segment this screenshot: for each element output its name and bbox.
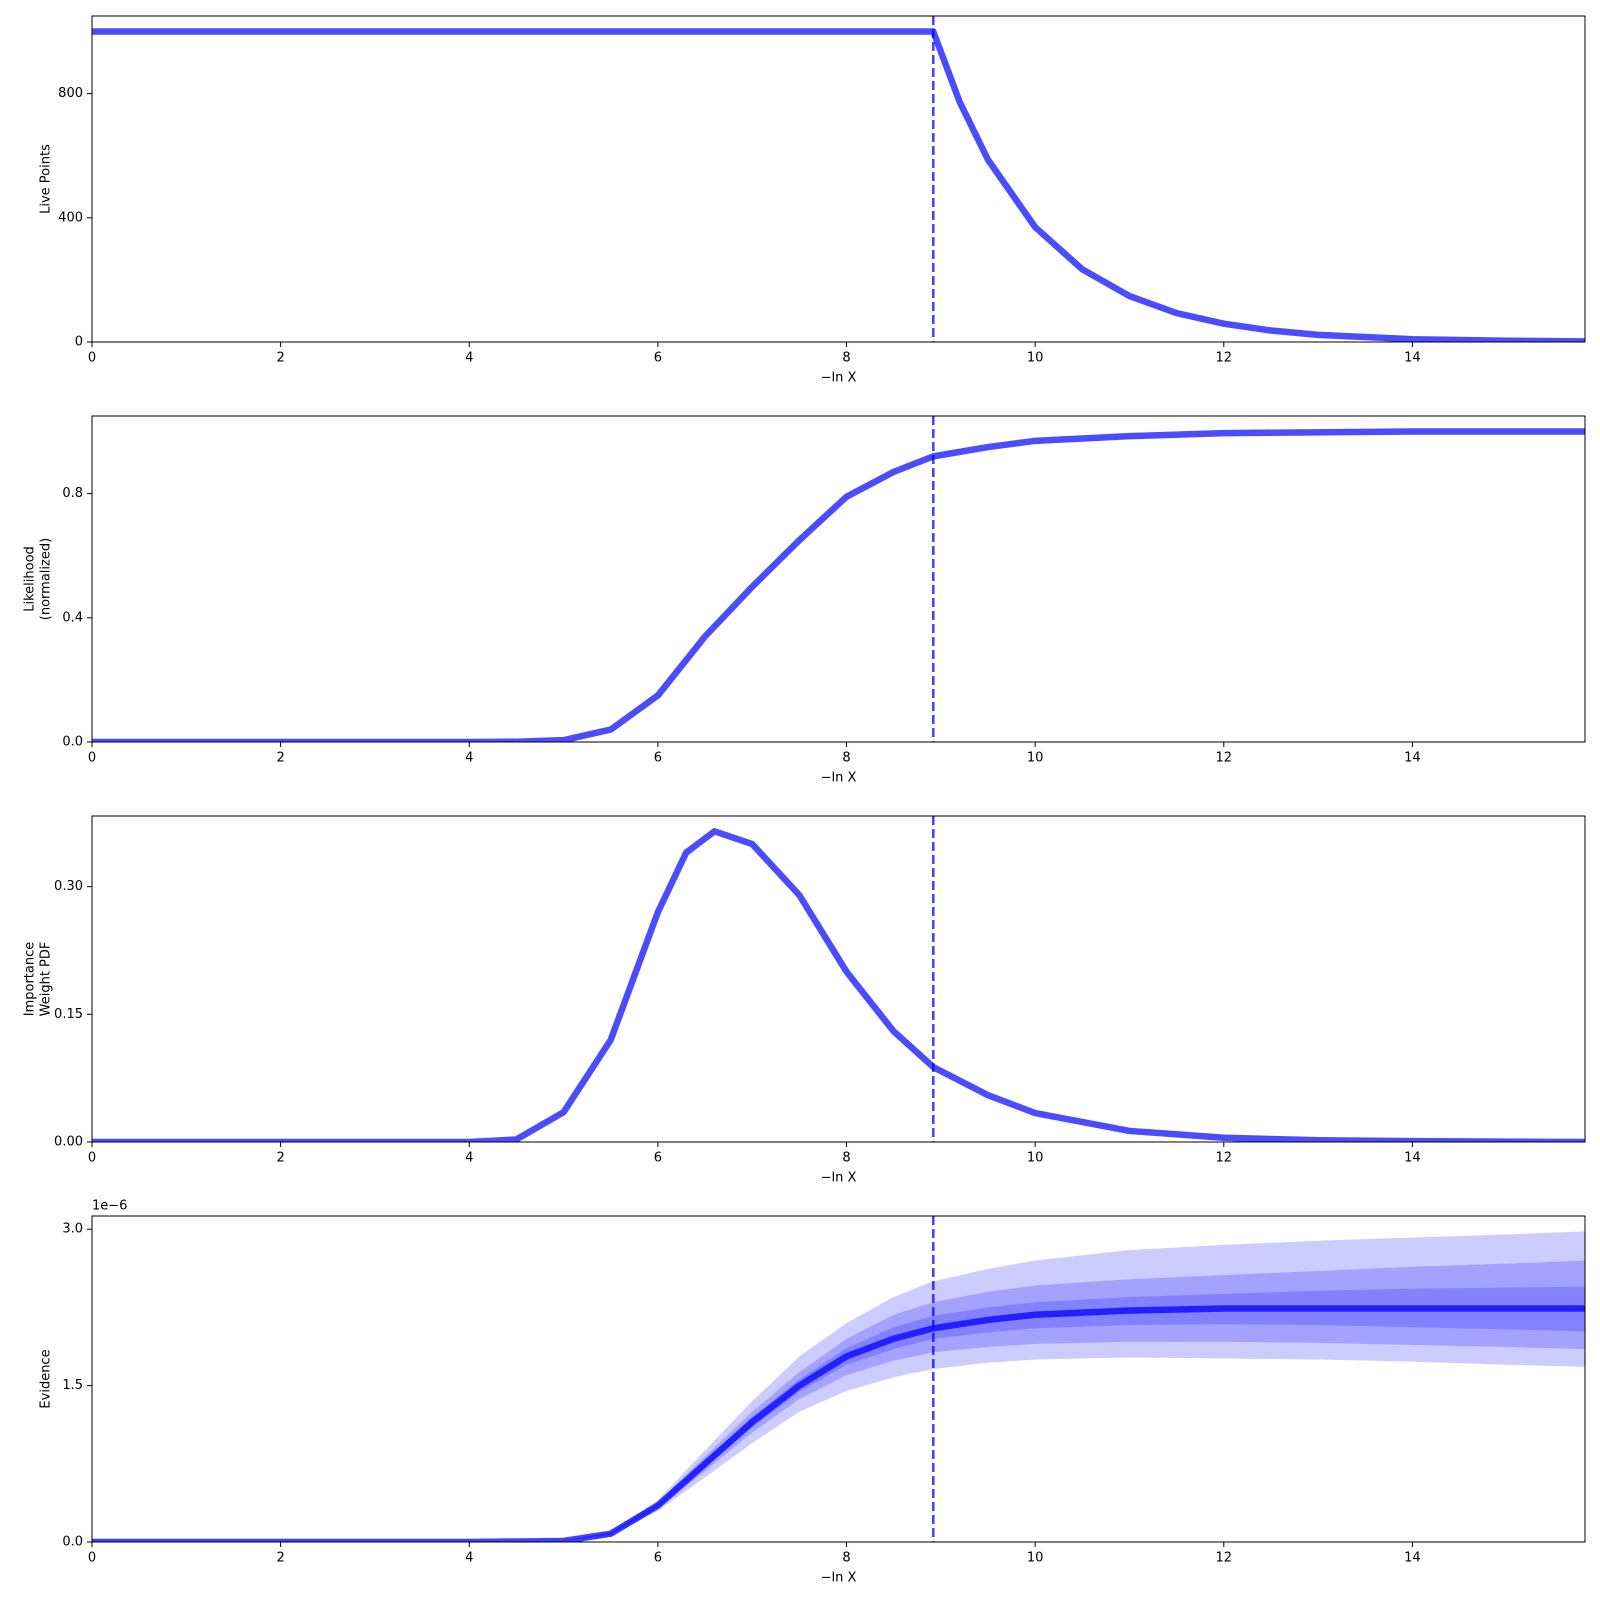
- x-tick-label: 2: [276, 751, 284, 766]
- offset-label: 1e−6: [92, 1199, 127, 1214]
- x-tick-label: 4: [465, 1151, 473, 1166]
- x-tick-label: 0: [88, 1151, 96, 1166]
- axes-frame: [91, 415, 1586, 743]
- y-tick-label: 1.5: [62, 1378, 83, 1393]
- y-axis-label: Importance: [23, 942, 38, 1017]
- credible-band: [92, 1260, 1585, 1542]
- x-tick-label: 4: [465, 1551, 473, 1566]
- x-tick-label: 0: [88, 351, 96, 366]
- credible-band: [92, 1286, 1585, 1542]
- x-tick-label: 8: [842, 1551, 850, 1566]
- x-tick-label: 2: [276, 351, 284, 366]
- x-tick-label: 10: [1027, 751, 1044, 766]
- y-axis-label: Evidence: [39, 1349, 54, 1408]
- x-tick-label: 14: [1404, 351, 1421, 366]
- axes-frame: [91, 1215, 1586, 1543]
- data-line: [92, 28, 1585, 342]
- y-tick-label: 0.4: [62, 610, 83, 625]
- x-tick-label: 4: [465, 751, 473, 766]
- y-tick-label: 0.30: [54, 879, 83, 894]
- y-axis-label: (normalized): [39, 538, 54, 620]
- y-tick-label: 0.0: [62, 1535, 83, 1550]
- x-axis-label: −ln X: [821, 1571, 857, 1586]
- x-tick-label: 10: [1027, 1151, 1044, 1166]
- x-axis-label: −ln X: [821, 1171, 857, 1186]
- y-tick-label: 400: [58, 210, 83, 225]
- x-tick-label: 2: [276, 1151, 284, 1166]
- x-tick-label: 14: [1404, 751, 1421, 766]
- x-tick-label: 14: [1404, 1151, 1421, 1166]
- x-axis-label: −ln X: [821, 371, 857, 386]
- x-tick-label: 8: [842, 351, 850, 366]
- axes-frame: [91, 15, 1586, 343]
- x-tick-label: 12: [1216, 1151, 1233, 1166]
- y-tick-label: 0.8: [62, 486, 83, 501]
- x-tick-label: 6: [654, 751, 662, 766]
- y-tick-label: 0.15: [54, 1007, 83, 1022]
- x-tick-label: 6: [654, 351, 662, 366]
- x-tick-label: 8: [842, 751, 850, 766]
- y-axis-label: Likelihood: [23, 546, 38, 612]
- x-tick-label: 0: [88, 751, 96, 766]
- y-axis-label: Weight PDF: [39, 942, 54, 1017]
- x-tick-label: 6: [654, 1551, 662, 1566]
- y-tick-label: 800: [58, 86, 83, 101]
- y-tick-label: 0.0: [62, 735, 83, 750]
- x-tick-label: 12: [1216, 751, 1233, 766]
- x-tick-label: 10: [1027, 351, 1044, 366]
- x-axis-label: −ln X: [821, 771, 857, 786]
- y-tick-label: 0: [75, 335, 83, 350]
- data-line: [92, 828, 1585, 1142]
- x-tick-label: 6: [654, 1151, 662, 1166]
- x-tick-label: 0: [88, 1551, 96, 1566]
- x-tick-label: 12: [1216, 351, 1233, 366]
- y-tick-label: 0.00: [54, 1135, 83, 1150]
- x-tick-label: 4: [465, 351, 473, 366]
- x-tick-label: 14: [1404, 1551, 1421, 1566]
- x-tick-label: 8: [842, 1151, 850, 1166]
- data-line: [92, 1305, 1585, 1542]
- data-line: [92, 428, 1585, 742]
- x-tick-label: 12: [1216, 1551, 1233, 1566]
- y-axis-label: Live Points: [39, 144, 54, 214]
- y-tick-label: 3.0: [62, 1222, 83, 1237]
- x-tick-label: 10: [1027, 1551, 1044, 1566]
- x-tick-label: 2: [276, 1551, 284, 1566]
- axes-frame: [91, 815, 1586, 1143]
